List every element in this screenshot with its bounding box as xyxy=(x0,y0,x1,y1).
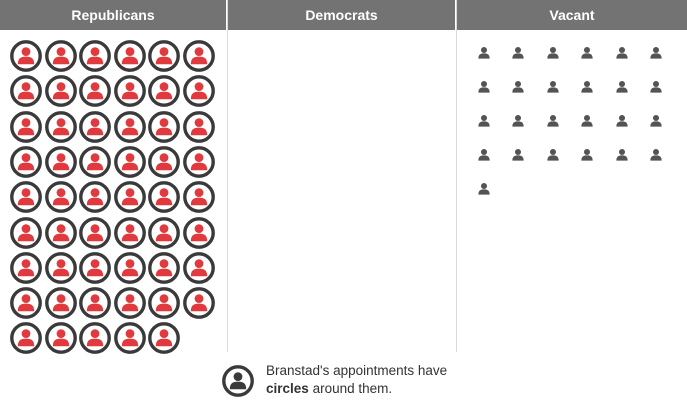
person-icon xyxy=(478,182,490,195)
person-icon xyxy=(547,148,559,161)
circled-person-icon xyxy=(113,145,146,178)
circled-person-icon xyxy=(44,322,77,355)
person-icon xyxy=(615,80,628,93)
person-icon xyxy=(478,148,490,161)
circled-person-icon xyxy=(10,75,42,108)
person-icon xyxy=(581,80,593,93)
circled-person-icon xyxy=(148,181,180,214)
person-icon xyxy=(512,114,525,127)
person-icon xyxy=(512,46,525,59)
circled-person-icon xyxy=(113,40,146,72)
circled-person-icon xyxy=(148,251,180,284)
circled-person-icon xyxy=(79,110,111,143)
circled-person-icon xyxy=(44,110,77,143)
circled-person-icon xyxy=(10,287,42,319)
circled-person-icon xyxy=(113,322,146,355)
circled-person-icon xyxy=(113,181,146,214)
circled-person-icon xyxy=(79,75,111,108)
circled-person-icon xyxy=(79,216,111,249)
circled-person-icon xyxy=(10,322,42,355)
circled-person-icon xyxy=(44,75,77,108)
seat-grid: Republicans Democrats Vacant xyxy=(0,0,687,355)
circled-person-icon xyxy=(148,40,180,72)
column-header-vacant: Vacant xyxy=(457,0,687,30)
person-icon xyxy=(650,148,662,161)
circled-person-icon xyxy=(113,75,146,108)
circled-person-icon xyxy=(79,40,111,72)
legend-text-bold: circles xyxy=(266,381,309,396)
circled-person-icon xyxy=(182,75,215,108)
circled-person-icon xyxy=(182,40,215,72)
circled-person-icon xyxy=(148,110,180,143)
circled-person-icon xyxy=(10,145,42,178)
circled-person-icon xyxy=(148,322,180,355)
person-icon xyxy=(478,46,490,59)
circled-person-icon xyxy=(148,75,180,108)
column-header-republicans: Republicans xyxy=(0,0,227,30)
column-democrats: Democrats xyxy=(228,0,457,352)
person-icon xyxy=(615,46,628,59)
person-icon xyxy=(581,114,593,127)
circled-person-icon xyxy=(44,145,77,178)
circled-person-icon xyxy=(148,216,180,249)
circled-person-icon xyxy=(148,287,180,319)
legend-text-line1: Branstad's appointments have xyxy=(266,363,448,378)
person-icon xyxy=(547,114,559,127)
person-icon xyxy=(547,80,559,93)
circled-person-icon xyxy=(182,287,215,319)
person-icon xyxy=(512,148,525,161)
circled-person-icon xyxy=(113,216,146,249)
column-header-democrats: Democrats xyxy=(228,0,456,30)
person-icon xyxy=(581,148,593,161)
person-icon xyxy=(615,148,628,161)
circled-person-icon xyxy=(182,145,215,178)
column-republicans: Republicans xyxy=(0,0,228,355)
legend-text: Branstad's appointments have circles aro… xyxy=(266,362,447,398)
person-icon xyxy=(650,80,662,93)
circled-person-icon xyxy=(44,40,77,72)
legend-text-end: around them. xyxy=(312,381,393,396)
person-icon xyxy=(615,114,628,127)
circled-person-icon xyxy=(79,287,111,319)
person-icon xyxy=(478,80,490,93)
circled-person-icon xyxy=(182,251,215,284)
circled-person-icon xyxy=(10,181,42,214)
circled-person-icon xyxy=(113,110,146,143)
person-icon xyxy=(650,46,662,59)
circled-person-icon xyxy=(148,145,180,178)
legend: Branstad's appointments have circles aro… xyxy=(222,362,482,402)
circled-person-icon xyxy=(10,40,42,72)
person-icon xyxy=(581,46,593,59)
circled-person-icon xyxy=(79,145,111,178)
circled-person-icon xyxy=(182,110,215,143)
circled-person-icon xyxy=(44,216,77,249)
circled-person-icon xyxy=(182,181,215,214)
circled-person-icon xyxy=(79,251,111,284)
person-icon xyxy=(547,46,559,59)
circled-person-icon xyxy=(79,181,111,214)
circled-person-icon xyxy=(113,251,146,284)
circled-person-icon xyxy=(113,287,146,319)
person-icon xyxy=(512,80,525,93)
circled-person-icon xyxy=(44,251,77,284)
circled-person-icon xyxy=(44,181,77,214)
person-icon xyxy=(650,114,662,127)
circled-person-icon xyxy=(79,322,111,355)
circled-person-icon xyxy=(10,110,42,143)
circled-person-icon xyxy=(44,287,77,319)
circled-person-icon xyxy=(222,365,254,397)
circled-person-icon xyxy=(10,216,42,249)
column-vacant: Vacant xyxy=(457,0,687,352)
person-icon xyxy=(478,114,490,127)
circled-person-icon xyxy=(10,251,42,284)
circled-person-icon xyxy=(182,216,215,249)
